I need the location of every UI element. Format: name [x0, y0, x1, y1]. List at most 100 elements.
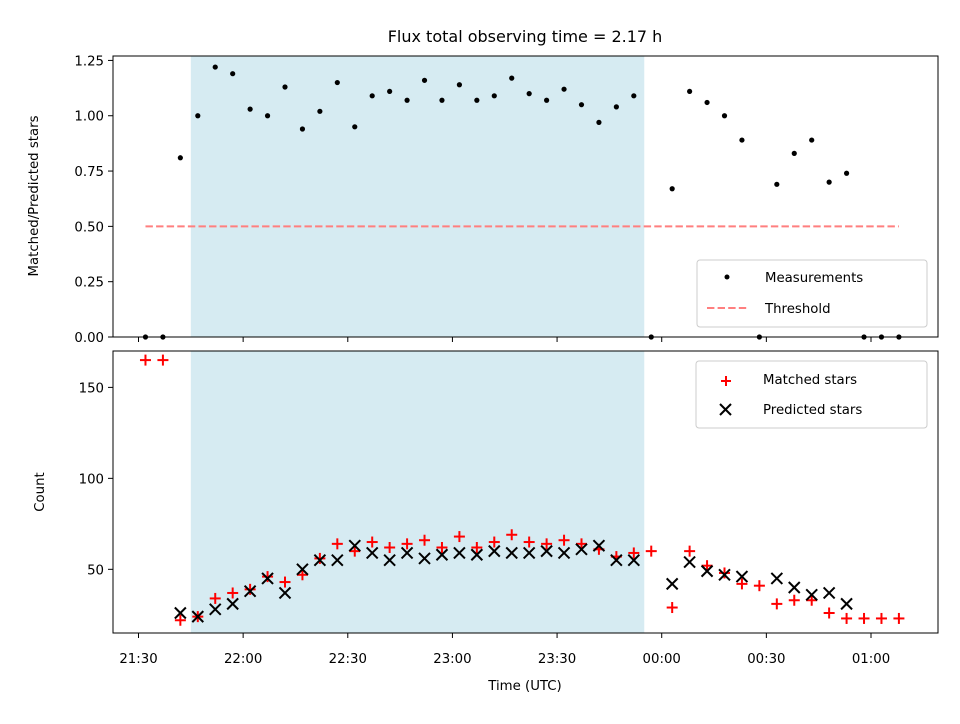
- predicted-star-marker: [718, 568, 731, 581]
- matched-star-marker: [719, 567, 730, 579]
- predicted-star-marker: [505, 546, 518, 560]
- bottom-axes-frame: [112, 350, 939, 634]
- measurement-point: [369, 93, 375, 99]
- predicted-star-marker: [348, 539, 361, 552]
- measurement-point: [526, 91, 532, 97]
- bottom-x-ticks: 21:30 22:00 22:30 23:00 23:30 00:00 00:30 01:00: [119, 633, 890, 667]
- top-legend-box: [696, 259, 928, 328]
- measurement-point: [809, 137, 815, 143]
- measurement-point: [387, 88, 393, 95]
- measurement-point: [721, 113, 728, 119]
- bottom-y-tick-label: 150: [79, 381, 104, 396]
- predicted-star-marker: [700, 564, 714, 578]
- matched-star-marker: [806, 594, 818, 606]
- top-y-tick-label: 0.75: [74, 165, 104, 180]
- measurement-point: [613, 104, 619, 110]
- measurement-point: [282, 84, 288, 90]
- legend-matched-marker: [721, 376, 731, 386]
- measurement-point: [352, 124, 358, 130]
- measurement-point: [791, 150, 797, 156]
- predicted-star-marker: [788, 581, 801, 594]
- matched-star-marker: [471, 541, 483, 553]
- predicted-star-marker: [191, 610, 205, 623]
- measurement-point: [509, 75, 515, 81]
- matched-star-marker: [139, 354, 151, 366]
- matched-star-marker: [523, 536, 535, 548]
- top-y-tick-label: 0.50: [74, 220, 104, 235]
- matched-star-marker: [666, 602, 678, 614]
- predicted-star-marker: [209, 603, 222, 616]
- predicted-star-marker: [243, 584, 257, 598]
- matched-star-marker: [858, 612, 870, 624]
- legend-predicted-marker: [719, 403, 732, 416]
- top-legend: Measurements Threshold: [696, 259, 928, 328]
- matched-star-marker: [628, 547, 640, 559]
- matched-star-marker: [893, 612, 905, 624]
- predicted-star-marker: [770, 572, 784, 585]
- predicted-star-marker: [840, 597, 853, 611]
- measurement-point: [826, 179, 832, 185]
- bottom-y-tick-label: 50: [87, 563, 104, 578]
- predicted-star-marker: [557, 546, 571, 560]
- x-tick-label: 01:00: [852, 652, 890, 667]
- matched-star-marker: [788, 594, 800, 606]
- top-observing-window: [190, 56, 645, 337]
- x-tick-label: 00:30: [747, 652, 785, 667]
- matched-star-marker: [419, 534, 431, 546]
- legend-matched-label: Matched stars: [763, 373, 857, 388]
- x-axis-label: Time (UTC): [487, 679, 562, 694]
- top-y-tick-label: 1.25: [74, 54, 104, 69]
- matched-star-marker: [823, 607, 835, 619]
- predicted-star-marker: [313, 554, 327, 567]
- matched-star-marker: [684, 545, 696, 557]
- bottom-y-tick-label: 100: [79, 472, 104, 487]
- measurement-point: [561, 86, 567, 92]
- matched-star-marker: [736, 578, 748, 590]
- predicted-star-marker: [174, 606, 187, 620]
- measurement-point: [212, 64, 218, 70]
- predicted-star-marker: [261, 572, 274, 585]
- matched-star-marker: [575, 538, 587, 550]
- matched-star-marker: [558, 534, 570, 546]
- measurement-point: [774, 181, 780, 187]
- legend-threshold-label: Threshold: [764, 302, 831, 317]
- measurement-point: [843, 170, 850, 176]
- matched-star-marker: [296, 569, 308, 581]
- matched-star-marker: [331, 538, 343, 550]
- matched-star-marker: [453, 531, 465, 543]
- predicted-star-marker: [365, 546, 379, 560]
- matched-star-marker: [875, 612, 887, 624]
- matched-star-marker: [262, 571, 274, 583]
- matched-star-marker: [157, 354, 169, 366]
- predicted-star-marker: [488, 544, 501, 558]
- predicted-star-marker: [627, 554, 641, 567]
- measurement-point: [544, 97, 550, 103]
- measurement-point: [264, 113, 271, 119]
- matched-star-marker: [701, 560, 713, 572]
- matched-star-marker: [753, 580, 765, 592]
- legend-measurements-label: Measurements: [765, 271, 863, 286]
- measurement-point: [195, 113, 201, 119]
- predicted-star-marker: [683, 555, 696, 569]
- matched-star-marker: [209, 592, 221, 604]
- measurement-point: [317, 108, 323, 114]
- bottom-panel: 50 100 150 21:30 22:00 22:30 23:00 23:30 00:00 0…: [33, 350, 939, 694]
- matched-star-markers: [139, 354, 905, 626]
- predicted-star-marker: [418, 552, 431, 565]
- x-tick-label: 22:00: [224, 652, 262, 667]
- top-y-ticks: 0.00 0.25 0.50 0.75 1.00 1.25: [74, 54, 113, 346]
- measurement-point: [669, 186, 675, 192]
- predicted-star-marker: [383, 554, 396, 567]
- predicted-star-marker: [226, 597, 239, 611]
- bottom-y-ticks: 50 100 150: [79, 381, 113, 578]
- matched-star-marker: [436, 541, 448, 553]
- matched-star-marker: [401, 538, 413, 550]
- matched-star-marker: [771, 598, 783, 610]
- x-tick-label: 23:30: [538, 652, 576, 667]
- measurement-point: [299, 126, 306, 132]
- matched-star-marker: [314, 552, 326, 564]
- matched-star-marker: [227, 587, 239, 599]
- measurement-point: [578, 102, 585, 108]
- top-y-tick-label: 1.00: [74, 110, 104, 125]
